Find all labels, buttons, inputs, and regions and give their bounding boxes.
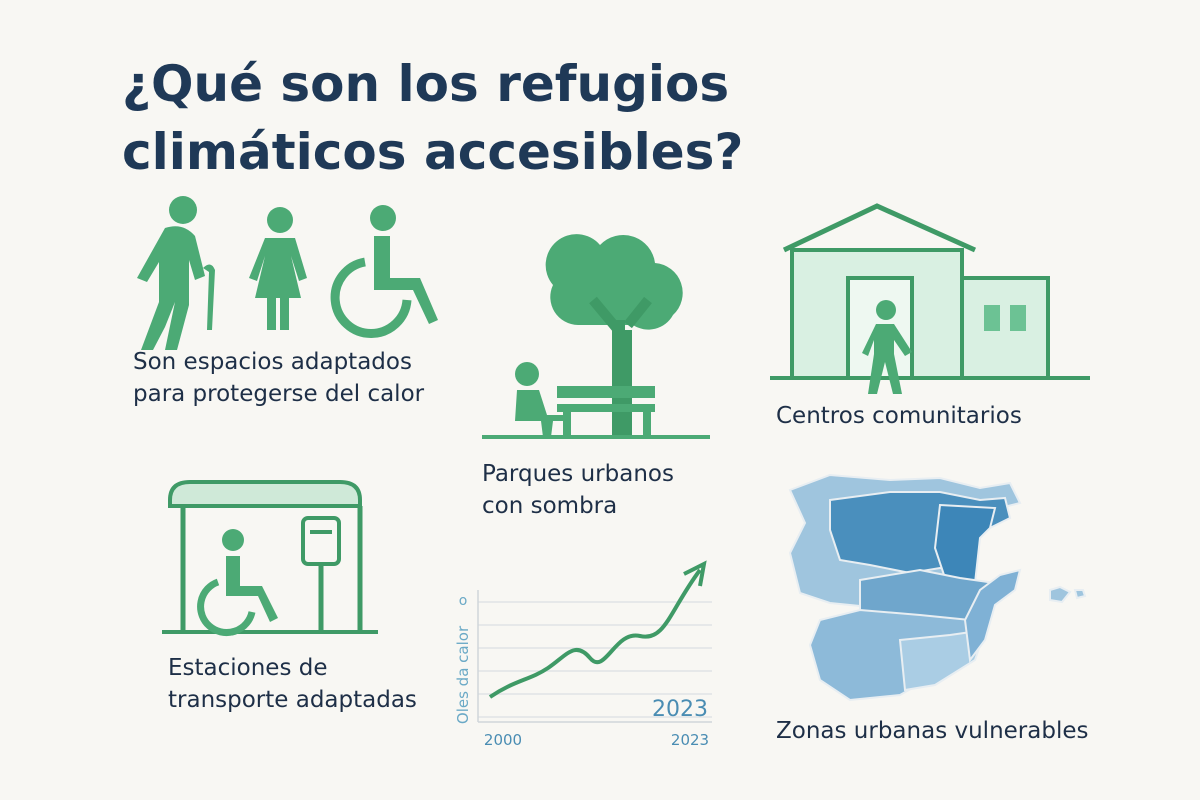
y-top-label: o	[459, 593, 468, 609]
item-label: Parques urbanos con sombra	[482, 461, 674, 519]
transport-stop-icon	[162, 480, 378, 636]
item-label: Son espacios adaptados para protegerse d…	[133, 349, 425, 407]
y-axis-label: Oles da calor	[454, 625, 472, 724]
item-label: Zonas urbanas vulnerables	[776, 718, 1089, 744]
x-end-label: 2023	[671, 731, 709, 749]
park-icon	[482, 234, 710, 439]
wheelchair-wheel	[330, 257, 412, 338]
item-label: Estaciones de transporte adaptadas	[168, 655, 417, 713]
annotation: 2023	[652, 697, 708, 722]
trend-chart: o Oles da calor 2023 2000 2023	[454, 560, 712, 749]
title: ¿Qué son los refugios climáticos accesib…	[122, 55, 744, 181]
x-start-label: 2000	[484, 731, 522, 749]
item-label: Centros comunitarios	[776, 403, 1022, 429]
community-center-icon	[770, 203, 1090, 394]
people-icon	[137, 196, 438, 350]
spain-map	[788, 473, 1087, 702]
